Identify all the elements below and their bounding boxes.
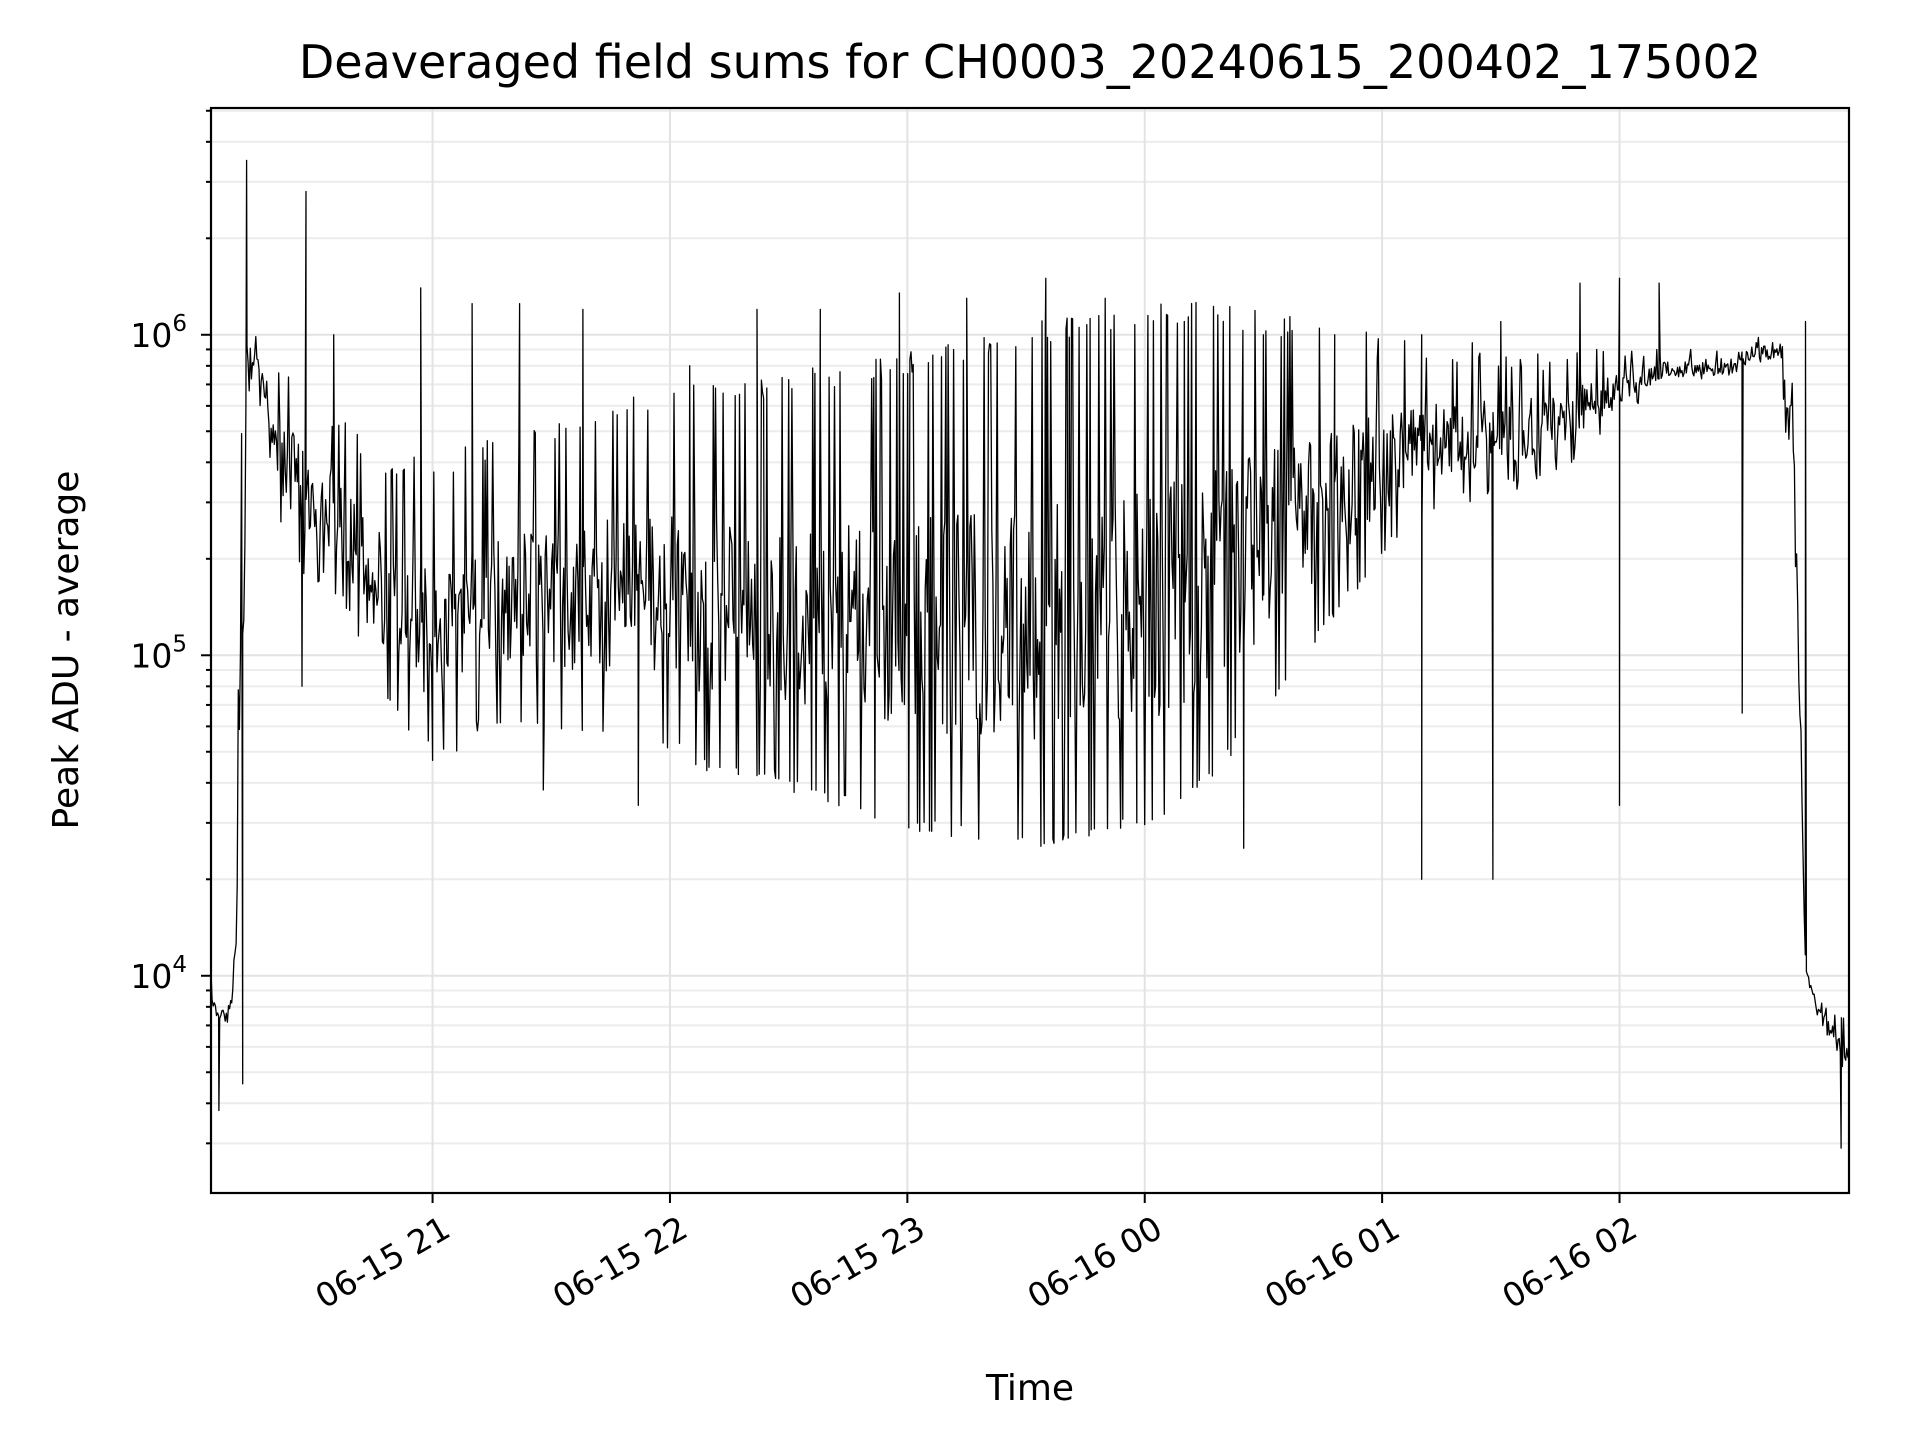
plot-frame xyxy=(209,106,1851,1195)
y-tick-label: 106 xyxy=(130,311,187,355)
y-tick-label: 104 xyxy=(130,952,187,996)
x-tick-label: 06-15 22 xyxy=(546,1208,694,1316)
y-axis-label: Peak ADU - average xyxy=(46,471,87,830)
x-axis-label: Time xyxy=(985,1368,1074,1409)
x-tick-label: 06-16 00 xyxy=(1021,1208,1169,1316)
chart-title: Deaveraged field sums for CH0003_2024061… xyxy=(299,35,1761,89)
x-tick-label: 06-15 23 xyxy=(783,1208,931,1316)
series-line xyxy=(210,159,1850,1149)
plot-series xyxy=(210,159,1850,1149)
x-tick-label: 06-16 02 xyxy=(1496,1208,1644,1316)
x-tick-label: 06-16 01 xyxy=(1258,1208,1406,1316)
axes: 104 105 106 06-15 21 06-15 22 06-15 23 06-16 0… xyxy=(130,106,1851,1316)
y-tick-label: 105 xyxy=(130,631,187,675)
x-tick-label: 06-15 21 xyxy=(309,1208,457,1316)
